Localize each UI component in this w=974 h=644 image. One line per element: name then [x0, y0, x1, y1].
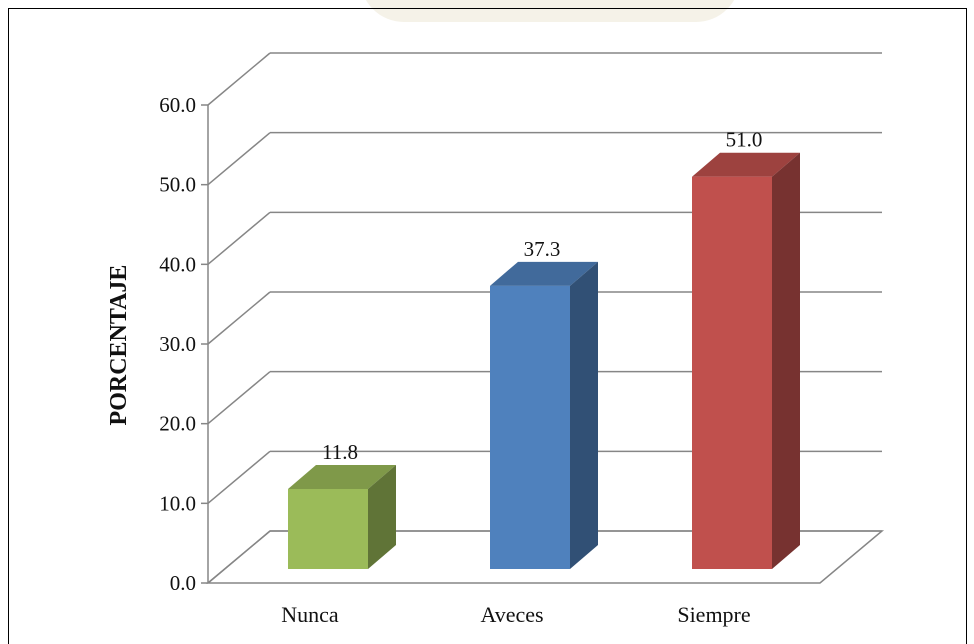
- y-tick-label: 40.0: [159, 252, 196, 276]
- x-tick-label: Nunca: [281, 602, 339, 627]
- y-tick-label: 0.0: [170, 571, 196, 595]
- axes: [201, 104, 885, 584]
- y-tick-label: 20.0: [159, 412, 196, 436]
- data-label: 51.0: [726, 128, 763, 152]
- chart-floor: [205, 530, 885, 584]
- gridline-diagonal: [207, 450, 271, 504]
- bar-front-nunca: [288, 488, 368, 569]
- gridline-diagonal: [207, 132, 271, 186]
- bar-side-nunca: [368, 464, 396, 569]
- bar-front-aveces: [490, 285, 570, 569]
- y-tick-label: 50.0: [159, 173, 196, 197]
- x-tick-label: Aveces: [480, 602, 543, 627]
- bar-top-nunca: [288, 464, 396, 489]
- y-tick-label: 10.0: [159, 491, 196, 515]
- data-label: 11.8: [322, 440, 358, 464]
- outer-border: [8, 8, 967, 644]
- gridline-diagonal: [207, 291, 271, 345]
- gridline-diagonal: [207, 211, 271, 265]
- bar-top-siempre: [692, 152, 800, 177]
- chart-frame: [8, 8, 967, 644]
- bar-front-siempre: [692, 176, 772, 569]
- bars: [288, 152, 800, 569]
- data-label: 37.3: [524, 237, 561, 261]
- watermark-shape: [360, 0, 740, 22]
- labels: 0.0 10.0 20.0 30.0 40.0 50.0 60.0 11.8 Nunca 37.3…: [159, 93, 762, 627]
- gridline-diagonal: [207, 52, 271, 106]
- gridline-diagonal: [207, 371, 271, 425]
- y-tick-label: 30.0: [159, 332, 196, 356]
- bar-side-siempre: [772, 152, 800, 569]
- y-tick-label: 60.0: [159, 93, 196, 117]
- bar-side-aveces: [570, 261, 598, 569]
- x-tick-label: Siempre: [677, 602, 750, 627]
- bar-top-aveces: [490, 261, 598, 286]
- y-axis-title: PORCENTAJE: [106, 265, 132, 426]
